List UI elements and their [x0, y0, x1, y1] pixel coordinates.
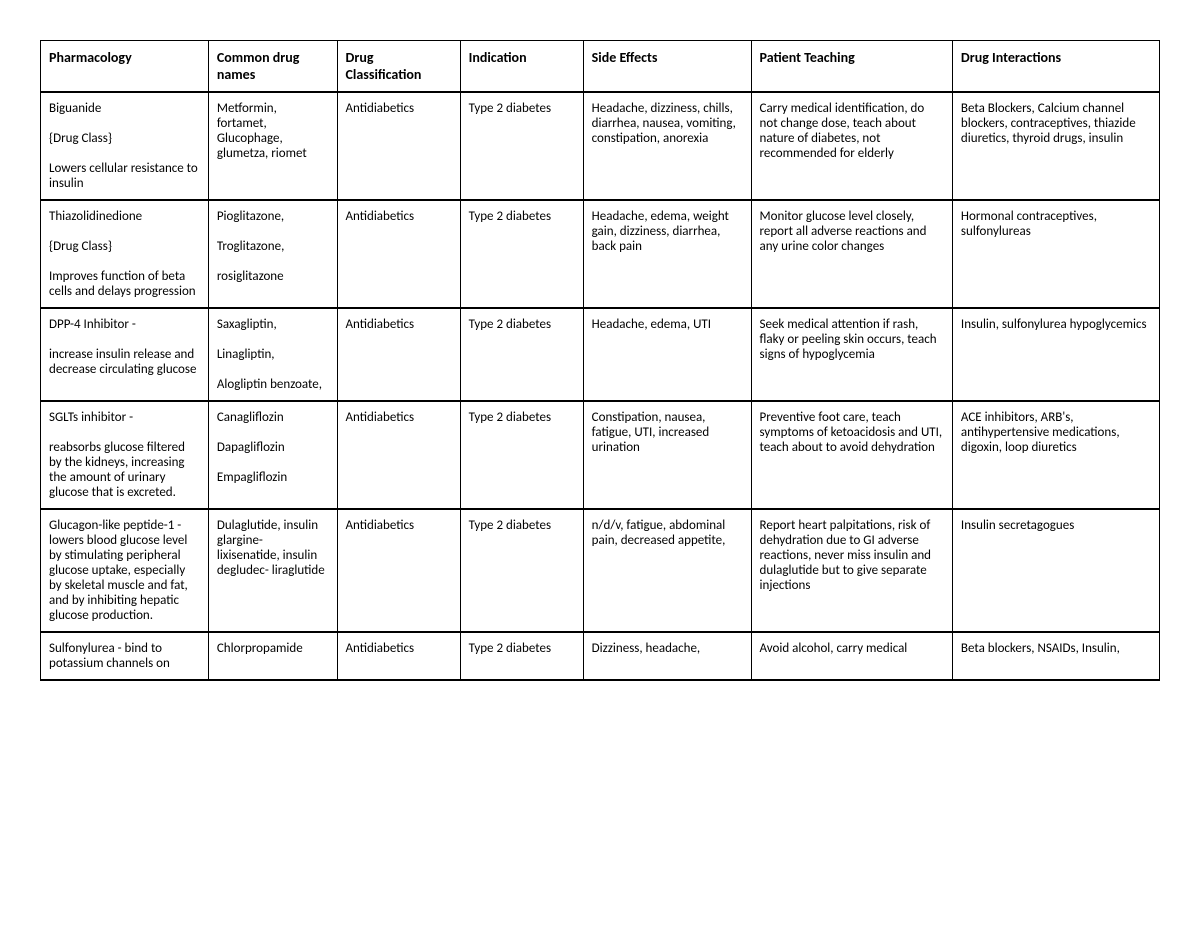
cell-pharmacology: Sulfonylurea - bind to potassium channel…: [41, 632, 209, 680]
table-header-row: Pharmacology Common drug names Drug Clas…: [41, 41, 1160, 93]
cell-side_effects: Constipation, nausea, fatigue, UTI, incr…: [583, 401, 751, 509]
cell-side_effects: Headache, edema, UTI: [583, 308, 751, 401]
col-common-names: Common drug names: [208, 41, 337, 93]
cell-interactions: Beta Blockers, Calcium channel blockers,…: [952, 92, 1159, 200]
cell-common_names: Metformin, fortamet, Glucophage, glumetz…: [208, 92, 337, 200]
cell-interactions: Insulin, sulfonylurea hypoglycemics: [952, 308, 1159, 401]
cell-pharmacology: Thiazolidinedione{Drug Class}Improves fu…: [41, 200, 209, 308]
cell-common_names: Saxagliptin,Linagliptin,Alogliptin benzo…: [208, 308, 337, 401]
cell-side_effects: Headache, edema, weight gain, dizziness,…: [583, 200, 751, 308]
table-row: SGLTs inhibitor -reabsorbs glucose filte…: [41, 401, 1160, 509]
cell-side_effects: Headache, dizziness, chills, diarrhea, n…: [583, 92, 751, 200]
cell-teaching: Preventive foot care, teach symptoms of …: [751, 401, 952, 509]
cell-classification: Antidiabetics: [337, 308, 460, 401]
table-body: Biguanide{Drug Class}Lowers cellular res…: [41, 92, 1160, 680]
cell-teaching: Carry medical identification, do not cha…: [751, 92, 952, 200]
table-row: Biguanide{Drug Class}Lowers cellular res…: [41, 92, 1160, 200]
cell-classification: Antidiabetics: [337, 200, 460, 308]
table-row: Glucagon-like peptide-1 -lowers blood gl…: [41, 509, 1160, 632]
cell-indication: Type 2 diabetes: [460, 632, 583, 680]
cell-teaching: Avoid alcohol, carry medical: [751, 632, 952, 680]
cell-indication: Type 2 diabetes: [460, 200, 583, 308]
cell-common_names: Dulaglutide, insulin glargine- lixisenat…: [208, 509, 337, 632]
cell-side_effects: Dizziness, headache,: [583, 632, 751, 680]
pharmacology-table: Pharmacology Common drug names Drug Clas…: [40, 40, 1160, 681]
cell-classification: Antidiabetics: [337, 401, 460, 509]
col-pharmacology: Pharmacology: [41, 41, 209, 93]
col-drug-interactions: Drug Interactions: [952, 41, 1159, 93]
cell-pharmacology: Biguanide{Drug Class}Lowers cellular res…: [41, 92, 209, 200]
cell-interactions: Hormonal contraceptives, sulfonylureas: [952, 200, 1159, 308]
cell-indication: Type 2 diabetes: [460, 308, 583, 401]
cell-classification: Antidiabetics: [337, 632, 460, 680]
cell-teaching: Report heart palpitations, risk of dehyd…: [751, 509, 952, 632]
col-side-effects: Side Effects: [583, 41, 751, 93]
cell-pharmacology: Glucagon-like peptide-1 -lowers blood gl…: [41, 509, 209, 632]
cell-side_effects: n/d/v, fatigue, abdominal pain, decrease…: [583, 509, 751, 632]
cell-interactions: Insulin secretagogues: [952, 509, 1159, 632]
col-classification: Drug Classification: [337, 41, 460, 93]
cell-interactions: ACE inhibitors, ARB's, antihypertensive …: [952, 401, 1159, 509]
cell-classification: Antidiabetics: [337, 92, 460, 200]
cell-interactions: Beta blockers, NSAIDs, Insulin,: [952, 632, 1159, 680]
cell-indication: Type 2 diabetes: [460, 92, 583, 200]
cell-teaching: Seek medical attention if rash, flaky or…: [751, 308, 952, 401]
cell-common_names: Pioglitazone,Troglitazone,rosiglitazone: [208, 200, 337, 308]
cell-pharmacology: SGLTs inhibitor -reabsorbs glucose filte…: [41, 401, 209, 509]
cell-indication: Type 2 diabetes: [460, 401, 583, 509]
table-row: Thiazolidinedione{Drug Class}Improves fu…: [41, 200, 1160, 308]
col-indication: Indication: [460, 41, 583, 93]
cell-classification: Antidiabetics: [337, 509, 460, 632]
cell-pharmacology: DPP-4 Inhibitor -increase insulin releas…: [41, 308, 209, 401]
cell-teaching: Monitor glucose level closely, report al…: [751, 200, 952, 308]
table-row: Sulfonylurea - bind to potassium channel…: [41, 632, 1160, 680]
cell-common_names: CanagliflozinDapagliflozinEmpagliflozin: [208, 401, 337, 509]
cell-indication: Type 2 diabetes: [460, 509, 583, 632]
table-row: DPP-4 Inhibitor -increase insulin releas…: [41, 308, 1160, 401]
cell-common_names: Chlorpropamide: [208, 632, 337, 680]
col-patient-teaching: Patient Teaching: [751, 41, 952, 93]
